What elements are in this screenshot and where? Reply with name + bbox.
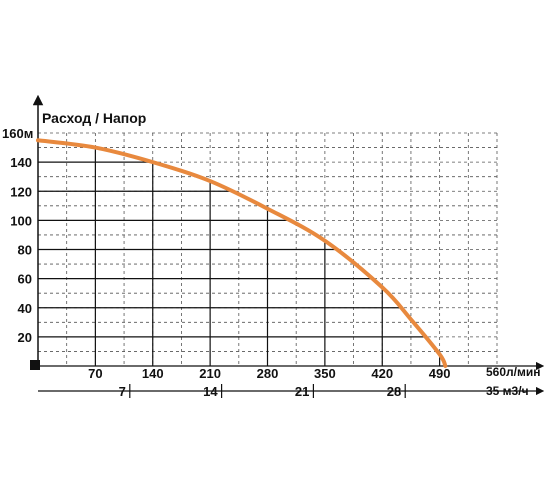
origin-marker: [30, 360, 40, 370]
x-tick-label-m3h: 7: [119, 384, 126, 399]
pump-curve-series: [36, 138, 448, 368]
solid-grid: [38, 147, 441, 366]
x-tick-label-m3h: 28: [387, 384, 401, 399]
x-tick-label-lpm: 350: [314, 366, 336, 381]
x-tick-label-lpm: 70: [88, 366, 102, 381]
x-axis-m3h-end-label: 35 м3/ч: [486, 384, 529, 398]
x-tick-label-lpm: 280: [257, 366, 279, 381]
x-tick-label-m3h: 14: [203, 384, 218, 399]
chart-title: Расход / Напор: [42, 110, 146, 126]
y-tick-label: 100: [10, 213, 32, 228]
x-tick-labels-m3h: 7 14 21 28: [119, 384, 406, 399]
x-tick-labels-lpm: 70 140 210 280 350 420 490: [88, 366, 450, 381]
x-tick-label-m3h: 21: [295, 384, 309, 399]
x-tick-label-lpm: 210: [199, 366, 221, 381]
y-tick-label: 40: [18, 301, 32, 316]
y-axis-top-label: 160м: [2, 126, 33, 141]
y-tick-label: 140: [10, 155, 32, 170]
x-tick-label-lpm: 490: [429, 366, 451, 381]
y-tick-labels: 20 40 60 80 100 120 140: [10, 155, 32, 345]
x-axis-lpm-end-label: 560л/мин: [486, 365, 540, 379]
y-tick-label: 60: [18, 272, 32, 287]
x-tick-label-lpm: 420: [371, 366, 393, 381]
y-tick-label: 120: [10, 184, 32, 199]
x-tick-label-lpm: 140: [142, 366, 164, 381]
y-tick-label: 80: [18, 243, 32, 258]
y-tick-label: 20: [18, 330, 32, 345]
